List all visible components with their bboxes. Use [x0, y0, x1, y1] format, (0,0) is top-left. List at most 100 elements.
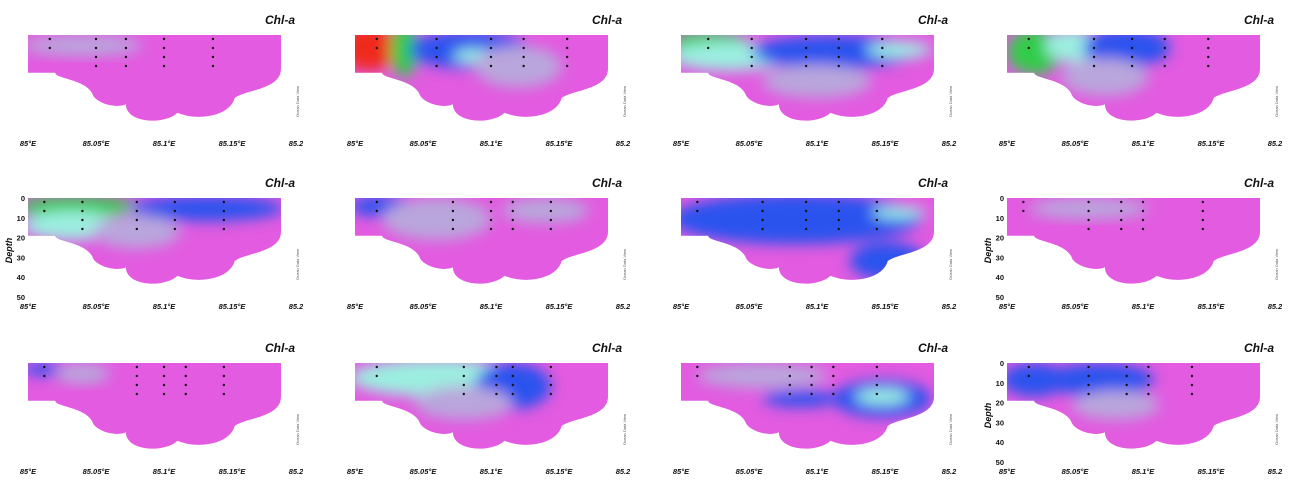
panel-title: Chl-a [592, 176, 622, 190]
y-tick-label: 50 [996, 293, 1004, 302]
sample-point [451, 200, 455, 204]
sample-point [1120, 209, 1123, 213]
y-tick-label: 40 [996, 438, 1004, 447]
sample-point [1087, 209, 1090, 213]
sample-point [810, 365, 813, 369]
chl-a-section-panel: Chl-a Ocean Data View 85°E 85.05°E 85.1°E 85.… [347, 176, 630, 310]
sample-point [804, 218, 808, 222]
sample-point [549, 392, 553, 396]
y-tick-label: 40 [996, 273, 1004, 282]
sample-point [222, 209, 226, 213]
sample-point [94, 46, 98, 50]
concentration-patch [751, 35, 915, 69]
chl-a-section-panel: Chl-a Ocean Data View 85°E 85.05°E 85.1°E 85.… [983, 176, 1282, 310]
x-tick-label: 85.1°E [480, 139, 504, 147]
sample-point [875, 365, 879, 369]
sample-point [804, 37, 808, 41]
x-tick-label: 85.15°E [1198, 139, 1226, 147]
sample-point [451, 218, 455, 222]
y-tick-label: 40 [17, 273, 25, 282]
concentration-patch [390, 35, 418, 77]
concentration-patch [355, 35, 396, 71]
sample-point [788, 383, 791, 387]
x-tick-label: 85.05°E [410, 302, 438, 310]
sample-point [1207, 55, 1210, 59]
x-tick-label: 85.05°E [83, 302, 111, 310]
sample-point [462, 392, 465, 396]
panel-title: Chl-a [918, 341, 948, 355]
panel-title: Chl-a [265, 13, 295, 27]
sample-point [565, 55, 569, 59]
sample-point [1147, 374, 1150, 378]
sample-point [837, 55, 840, 59]
sample-point [832, 392, 835, 396]
concentration-patch [1083, 35, 1171, 67]
sample-point [1141, 218, 1145, 222]
sample-point [750, 37, 753, 41]
concentration-patch [1072, 390, 1160, 420]
concentration-patch [762, 390, 839, 408]
watermark-label: Ocean Data View [622, 414, 627, 445]
sample-point [489, 55, 493, 59]
x-tick-label: 85°E [20, 302, 37, 310]
sample-point [837, 218, 840, 222]
sample-point [1092, 37, 1096, 41]
sample-point [1147, 392, 1150, 396]
concentration-patch [55, 363, 110, 384]
chl-a-section-panel: Chl-a Ocean Data View 85°E 85.05°E 85.1°E 85.… [983, 341, 1282, 475]
sample-point [135, 365, 138, 369]
sample-point [1163, 37, 1166, 41]
x-tick-label: 85.2°E [289, 302, 303, 310]
sample-point [1022, 200, 1025, 204]
x-tick-label: 85°E [673, 139, 690, 147]
x-tick-label: 85.15°E [219, 139, 247, 147]
sample-point [511, 383, 514, 387]
y-tick-label: 50 [17, 293, 25, 302]
sample-point [43, 209, 46, 213]
x-tick-label: 85.05°E [1062, 139, 1090, 147]
concentration-patch [855, 388, 910, 405]
sample-point [162, 46, 166, 50]
watermark-label: Ocean Data View [948, 86, 953, 117]
watermark-label: Ocean Data View [295, 414, 300, 445]
x-tick-label: 85.1°E [1132, 139, 1156, 147]
sample-point [1125, 365, 1128, 369]
sample-point [696, 200, 699, 204]
x-tick-label: 85.15°E [872, 467, 900, 475]
sample-point [222, 218, 226, 222]
x-tick-label: 85.15°E [1198, 467, 1226, 475]
x-tick-label: 85.2°E [289, 467, 303, 475]
sample-point [881, 55, 884, 59]
sample-point [124, 55, 128, 59]
sample-point [1125, 383, 1128, 387]
sample-point [565, 37, 569, 41]
sample-point [788, 374, 791, 378]
x-tick-label: 85.2°E [289, 139, 303, 147]
sample-point [184, 392, 187, 396]
x-tick-label: 85°E [347, 302, 364, 310]
sample-point [184, 365, 187, 369]
y-tick-label: 0 [21, 194, 25, 203]
sample-point [135, 392, 138, 396]
x-tick-label: 85.15°E [219, 467, 247, 475]
x-tick-label: 85°E [673, 467, 690, 475]
chl-a-section-panel: Chl-a Ocean Data View 85°E 85.05°E 85.1°E 85.… [347, 13, 630, 147]
sample-point [162, 64, 166, 68]
sample-point [435, 46, 438, 50]
sample-point [875, 218, 879, 222]
watermark-label: Ocean Data View [622, 249, 627, 280]
sample-point [135, 227, 138, 231]
x-tick-label: 85.05°E [410, 139, 438, 147]
watermark-label: Ocean Data View [1274, 414, 1279, 445]
x-tick-label: 85.05°E [736, 302, 764, 310]
sample-point [522, 37, 525, 41]
x-tick-label: 85.2°E [616, 139, 630, 147]
sample-point [451, 209, 455, 213]
x-tick-label: 85.2°E [942, 302, 956, 310]
sample-point [522, 64, 525, 68]
sample-point [124, 46, 128, 50]
x-tick-label: 85.2°E [942, 139, 956, 147]
y-tick-label: 30 [17, 253, 25, 262]
y-tick-label: 0 [1000, 359, 1004, 368]
sample-point [162, 37, 166, 41]
